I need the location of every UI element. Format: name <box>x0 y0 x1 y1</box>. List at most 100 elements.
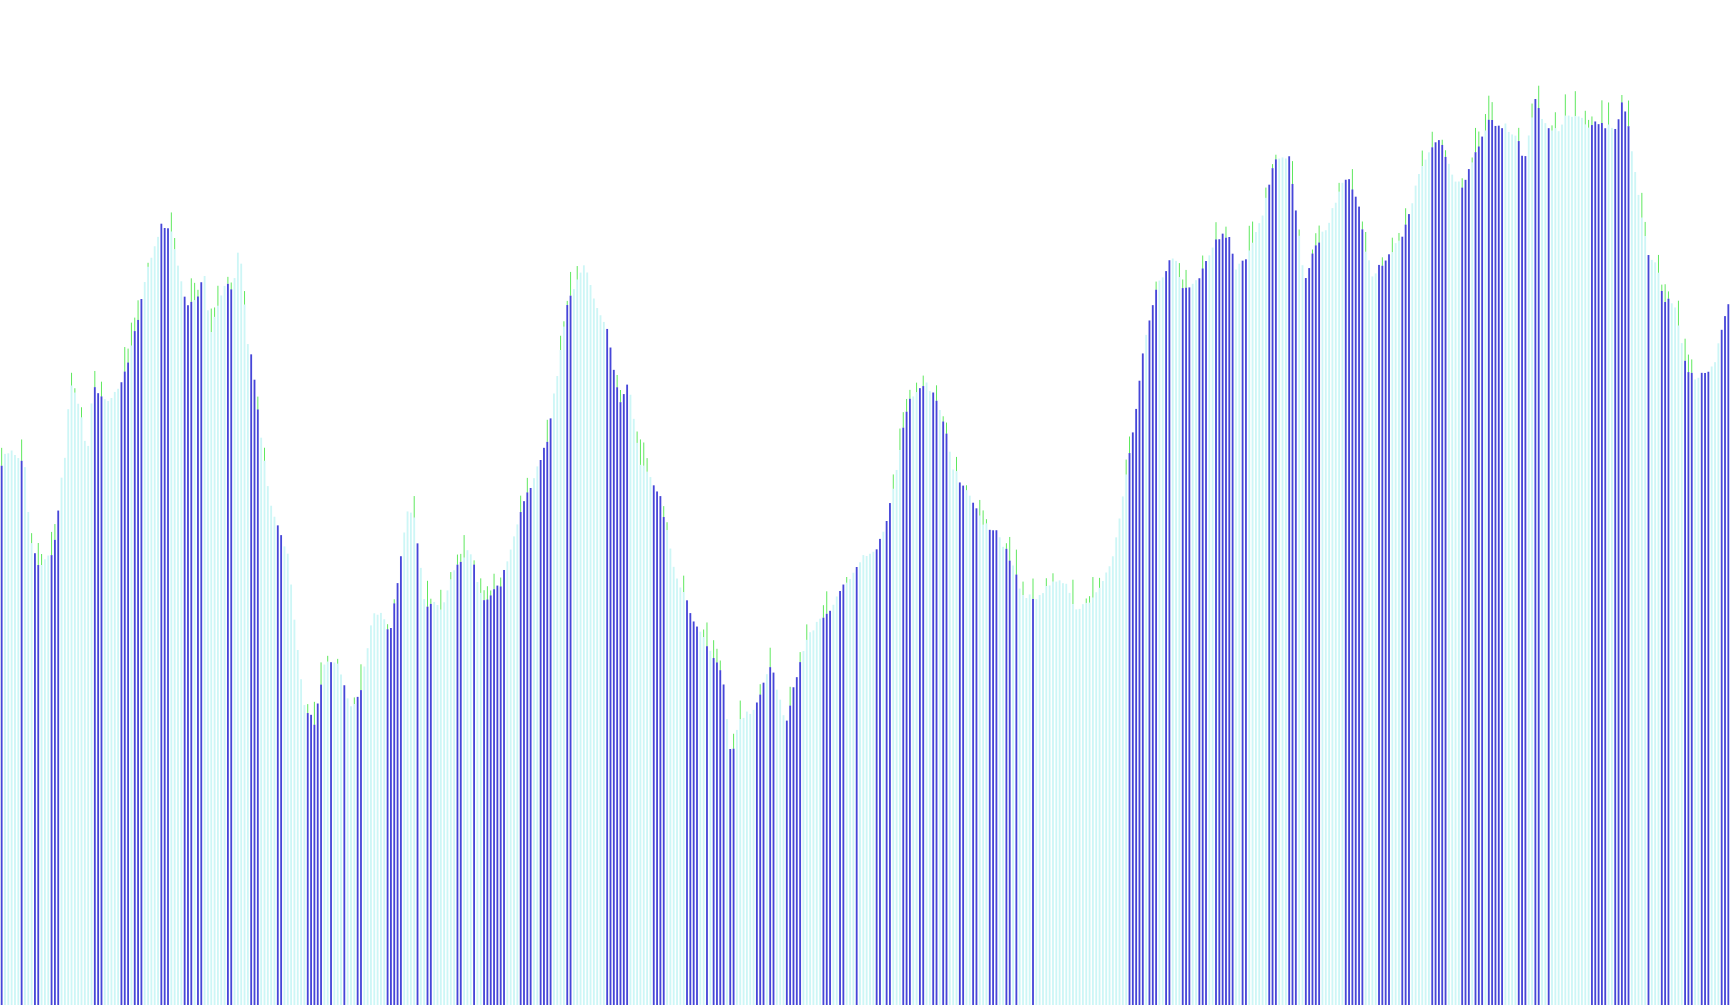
bar-light <box>376 614 379 1005</box>
bar-dark <box>958 482 961 1005</box>
bar-dark <box>1148 320 1151 1005</box>
bar-dark <box>659 496 662 1005</box>
bar-dark <box>529 487 532 1005</box>
bar-light <box>469 554 472 1005</box>
bar-dark <box>1138 380 1141 1005</box>
bar-light <box>443 602 446 1005</box>
bar-dark <box>799 662 802 1005</box>
bar-light <box>213 316 216 1005</box>
bar-dark <box>313 724 316 1005</box>
bar-light <box>642 465 645 1005</box>
bar-light <box>952 469 955 1005</box>
bar-dark <box>1444 156 1447 1005</box>
bar-light <box>243 304 246 1005</box>
bar-light <box>556 376 559 1005</box>
bar-light <box>509 549 512 1005</box>
bar-light <box>915 392 918 1005</box>
bar-dark <box>1664 302 1667 1005</box>
bar-dark <box>543 447 545 1005</box>
bar-light <box>273 516 276 1005</box>
bar-light <box>1514 135 1517 1005</box>
bar-light <box>333 662 336 1005</box>
bar-dark <box>1008 560 1011 1005</box>
bar-light <box>266 486 269 1005</box>
bar-dark <box>390 628 392 1005</box>
bar-light <box>1471 162 1474 1005</box>
bar-dark <box>918 388 921 1005</box>
bar-light <box>173 249 176 1005</box>
bar-light <box>1068 592 1071 1005</box>
bar-light <box>1674 307 1677 1005</box>
bar-light <box>513 536 515 1005</box>
bar-dark <box>1215 239 1217 1005</box>
bar-dark <box>1201 268 1204 1005</box>
bar-light <box>370 625 372 1005</box>
bar-dark <box>190 301 193 1005</box>
bar-dark <box>253 379 256 1005</box>
bar-light <box>636 442 639 1005</box>
bar-light <box>87 445 90 1005</box>
bar-light <box>736 729 738 1005</box>
bar-dark <box>549 418 552 1005</box>
bar-light <box>27 511 30 1005</box>
bar-light <box>1038 594 1041 1005</box>
bar-light <box>1255 232 1257 1005</box>
bar-light <box>1035 599 1038 1005</box>
bar-light <box>845 582 848 1005</box>
bar-light <box>1022 595 1024 1005</box>
bar-dark <box>160 223 163 1005</box>
bar-dark <box>1304 278 1307 1005</box>
bar-dark <box>1501 128 1504 1005</box>
bar-dark <box>1624 111 1627 1005</box>
bar-light <box>1191 283 1194 1005</box>
bar-dark <box>486 599 489 1005</box>
bar-light <box>1321 231 1324 1005</box>
bar-light <box>1161 277 1164 1005</box>
bar-light <box>809 632 812 1005</box>
bar-dark <box>316 703 319 1005</box>
bar-dark <box>137 319 139 1005</box>
bar-dark <box>250 354 253 1005</box>
bar-dark <box>1707 371 1710 1005</box>
bar-dark <box>825 613 828 1005</box>
bar-dark <box>719 670 722 1005</box>
bar-dark <box>50 555 53 1005</box>
bar-dark <box>320 684 322 1005</box>
bar-dark <box>755 702 758 1005</box>
bar-dark <box>1151 305 1154 1005</box>
bar-light <box>682 592 685 1005</box>
bar-light <box>965 490 968 1005</box>
bar-dark <box>1361 229 1364 1005</box>
bar-light <box>353 703 356 1005</box>
bar-light <box>1650 259 1653 1005</box>
bar-light <box>1025 598 1028 1005</box>
bar-light <box>1258 223 1261 1005</box>
bar-dark <box>330 662 332 1005</box>
bar-light <box>745 711 748 1005</box>
bar-light <box>260 437 263 1005</box>
bar-dark <box>1401 236 1404 1005</box>
bar-light <box>1424 159 1427 1005</box>
bar-light <box>1091 597 1094 1005</box>
bar-dark <box>226 283 229 1005</box>
bar-light <box>1028 594 1031 1005</box>
bar-dark <box>1225 237 1227 1005</box>
bar-light <box>742 717 745 1005</box>
bar-dark <box>306 713 309 1005</box>
bar-light <box>649 477 652 1005</box>
bar-light <box>409 512 412 1005</box>
bar-dark <box>1384 260 1387 1005</box>
bar-light <box>862 555 865 1005</box>
bar-dark <box>909 398 911 1005</box>
bar-light <box>1587 127 1590 1005</box>
bar-light <box>1121 496 1124 1005</box>
bar-light <box>1551 130 1553 1005</box>
bar-dark <box>1647 255 1650 1005</box>
bar-dark <box>829 610 831 1005</box>
bar-light <box>180 281 183 1005</box>
bar-dark <box>1614 128 1617 1005</box>
bar-light <box>985 523 988 1005</box>
bar-light <box>90 403 93 1005</box>
bar-light <box>350 706 352 1005</box>
bar-dark <box>1294 210 1297 1005</box>
